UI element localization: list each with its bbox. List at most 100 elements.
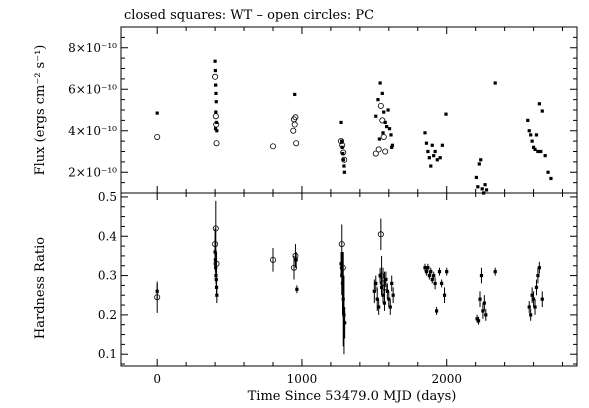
flux-pc-point (154, 133, 161, 140)
x-tick-label: 1000 (287, 372, 318, 386)
flux-pc-point (382, 148, 389, 155)
flux-wt-point (213, 68, 217, 73)
flux-wt-point (213, 127, 218, 131)
hardness-wt-point (385, 289, 389, 293)
hardness-wt-point (479, 273, 484, 278)
hardness-wt-point (475, 317, 479, 321)
hardness-wt-point (432, 273, 436, 278)
flux-pc-point (340, 149, 347, 156)
flux-wt-point (383, 120, 387, 125)
flux-pc-point (293, 140, 300, 147)
flux-wt-point (377, 137, 381, 141)
flux-wt-point (214, 83, 218, 87)
flux-pc-point (338, 138, 345, 145)
flux-y-tick-label: 4×10⁻¹⁰ (68, 124, 117, 138)
flux-wt-point (214, 120, 219, 125)
flux-wt-point (213, 59, 217, 63)
flux-wt-point (390, 145, 394, 149)
hardness-wt-point (434, 309, 439, 313)
flux-wt-point (376, 98, 380, 102)
hardness-wt-point (437, 270, 442, 274)
flux-pc-point (213, 121, 220, 128)
flux-pc-point (380, 133, 387, 140)
hardness-wt-point (343, 321, 347, 325)
flux-wt-point (214, 91, 218, 95)
hardness-wt-point (533, 305, 537, 309)
hardness-wt-point (424, 270, 429, 274)
hardness-wt-point (433, 281, 437, 286)
hardness-wt-point (341, 297, 345, 301)
flux-wt-point (214, 110, 218, 114)
flux-wt-point (342, 170, 346, 174)
hardness-wt-point (384, 277, 388, 282)
hardness-wt-point (375, 297, 379, 301)
flux-y-tick-label: 6×10⁻¹⁰ (68, 82, 117, 96)
hardness-wt-point (534, 285, 539, 289)
flux-wt-point (438, 156, 442, 160)
flux-wt-point (526, 118, 530, 122)
hardness-wt-point (531, 297, 536, 301)
hardness-wt-point (540, 297, 544, 301)
flux-wt-point (433, 149, 437, 154)
flux-y-axis-title: Flux (ergs cm⁻² s⁻¹) (33, 45, 48, 176)
hardness-wt-point (442, 293, 447, 297)
flux-wt-point (534, 133, 539, 137)
hardness-wt-point (430, 277, 434, 282)
hardness-y-tick-label: 0.5 (98, 190, 117, 204)
x-axis-title: Time Since 53479.0 MJD (days) (248, 389, 457, 404)
hardness-wt-point (445, 270, 449, 274)
flux-wt-point (483, 183, 487, 187)
hardness-y-tick-label: 0.4 (98, 229, 117, 243)
flux-wt-point (385, 125, 389, 129)
flux-wt-point (543, 154, 547, 158)
hardness-pc-point (212, 241, 219, 248)
flux-wt-point (529, 133, 533, 137)
hardness-wt-point (372, 289, 376, 293)
flux-wt-point (536, 149, 540, 154)
flux-pc-point (292, 114, 299, 121)
hardness-panel: 0 1000 2000 0.1 0.2 0.3 0.4 0.5 (98, 190, 578, 386)
chart-title: closed squares: WT – open circles: PC (124, 8, 374, 23)
hardness-wt-point (476, 319, 481, 323)
hardness-wt-point (339, 262, 343, 266)
hardness-wt-point (294, 258, 298, 262)
hardness-wt-point (295, 287, 299, 291)
hardness-wt-point (481, 309, 485, 313)
flux-pc-point (377, 102, 384, 109)
hardness-pc-point (338, 241, 345, 248)
hardness-wt-point (391, 293, 395, 297)
hardness-wt-point (340, 273, 344, 278)
hardness-pc-point (339, 264, 346, 271)
hardness-wt-point (390, 281, 394, 286)
hardness-y-tick-label: 0.3 (98, 269, 117, 283)
flux-frame (120, 26, 578, 194)
flux-wt-point (435, 158, 439, 162)
flux-wt-point (387, 127, 392, 131)
flux-wt-point (293, 92, 297, 97)
flux-pc-point (291, 121, 298, 128)
flux-wt-point (374, 114, 378, 118)
hardness-wt-point (440, 281, 444, 286)
hardness-wt-point (378, 273, 382, 278)
flux-y-tick-label: 2×10⁻¹⁰ (68, 165, 117, 179)
hardness-pc-point (380, 280, 387, 287)
hardness-y-tick-label: 0.1 (98, 347, 117, 361)
hardness-wt-point (429, 270, 433, 274)
x-tick-label: 0 (153, 372, 161, 386)
flux-wt-point (155, 111, 159, 115)
flux-wt-point (378, 81, 382, 85)
hardness-wt-point (387, 297, 391, 301)
flux-wt-point (215, 129, 219, 133)
flux-wt-point (426, 149, 430, 154)
flux-wt-point (214, 100, 218, 104)
flux-wt-point (444, 112, 448, 116)
flux-pc-point (375, 146, 382, 153)
flux-wt-point (474, 175, 478, 180)
hardness-wt-point (388, 305, 392, 309)
flux-wt-point (380, 91, 384, 95)
flux-pc-point (269, 143, 276, 150)
hardness-wt-point (215, 293, 219, 297)
flux-wt-point (533, 147, 537, 152)
hardness-wt-point (423, 266, 427, 270)
flux-wt-point (340, 139, 344, 143)
